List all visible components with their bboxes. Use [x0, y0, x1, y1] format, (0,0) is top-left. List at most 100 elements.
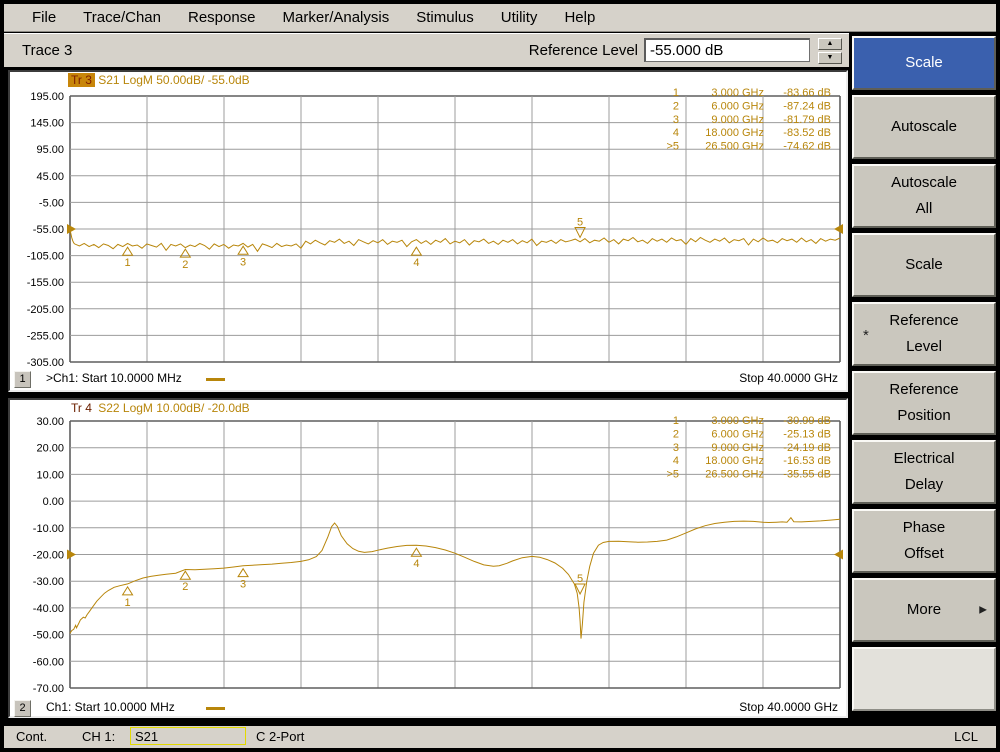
- softkey-autoscale[interactable]: Autoscale: [852, 95, 996, 159]
- marker-readout-number: 3: [673, 442, 679, 454]
- softkey-label: Reference Position: [889, 380, 959, 424]
- spinner-down-icon[interactable]: ▼: [818, 52, 842, 64]
- menu-item-utility[interactable]: Utility: [500, 9, 538, 26]
- y-axis-label: -60.00: [33, 656, 64, 668]
- reference-level-label: Reference Level: [528, 42, 638, 59]
- menu-item-response[interactable]: Response: [187, 9, 256, 26]
- softkey-reference-position[interactable]: Reference Position: [852, 371, 996, 435]
- marker-readout-value: -74.62 dB: [783, 141, 831, 153]
- marker-number: 4: [413, 558, 419, 570]
- marker-symbol[interactable]: [121, 246, 134, 256]
- menu-item-help[interactable]: Help: [564, 9, 596, 26]
- cal-status-label: C 2-Port: [256, 729, 305, 744]
- trace-line[interactable]: [69, 516, 841, 639]
- marker-symbol[interactable]: [237, 567, 250, 578]
- marker-readout-frequency: 18.000 GHz: [705, 455, 764, 467]
- marker-readout-value: -24.19 dB: [783, 442, 831, 454]
- marker-readout-frequency: 6.000 GHz: [711, 428, 764, 440]
- y-axis-label: -205.00: [27, 304, 64, 316]
- menu-item-stimulus[interactable]: Stimulus: [416, 9, 474, 26]
- softkey-autoscale-all[interactable]: Autoscale All: [852, 164, 996, 228]
- marker-readout-frequency: 18.000 GHz: [705, 127, 764, 139]
- y-axis-label: 195.00: [30, 91, 64, 103]
- y-axis-label: 145.00: [30, 118, 64, 130]
- marker-symbol[interactable]: [179, 248, 192, 258]
- softkey-panel: Scale Autoscale Autoscale All Scale * Referen…: [852, 36, 996, 726]
- lcl-status-label: LCL: [954, 729, 978, 744]
- marker-readout-frequency: 26.500 GHz: [705, 469, 764, 481]
- softkey-phase-offset[interactable]: Phase Offset: [852, 509, 996, 573]
- plot-canvas-s21[interactable]: 195.00 145.00 95.00 45.00 -5.00 -55.00 -105.00…: [10, 72, 846, 390]
- trace-id-badge[interactable]: Tr 3: [68, 73, 95, 87]
- y-axis-label: 10.00: [36, 469, 64, 481]
- start-frequency-label: Ch1: Start 10.0000 MHz: [46, 700, 175, 714]
- trace-line[interactable]: [69, 229, 841, 253]
- marker-readout-frequency: 6.000 GHz: [711, 100, 764, 112]
- marker-readout-value: -83.66 dB: [783, 87, 831, 99]
- softkey-scale[interactable]: Scale: [852, 36, 996, 90]
- y-axis-label: -255.00: [27, 330, 64, 342]
- marker-symbol[interactable]: [237, 245, 250, 255]
- trace-format-label: S22 LogM 10.00dB/ -20.0dB: [94, 401, 250, 415]
- reference-level-input[interactable]: [644, 38, 810, 62]
- marker-readout-value: -16.53 dB: [783, 455, 831, 467]
- softkey-reference-level[interactable]: * Reference Level: [852, 302, 996, 366]
- menu-bar: File Trace/Chan Response Marker/Analysis Sti…: [4, 4, 996, 32]
- y-axis-label: 0.00: [43, 496, 64, 508]
- reference-level-spinner: ▲ ▼: [818, 38, 842, 64]
- stop-frequency-label: Stop 40.0000 GHz: [739, 371, 838, 385]
- softkey-more[interactable]: More ▶: [852, 578, 996, 642]
- marker-symbol-active[interactable]: [574, 583, 586, 596]
- marker-readout-number: 2: [673, 100, 679, 112]
- marker-number: 2: [182, 581, 188, 593]
- menu-item-marker-analysis[interactable]: Marker/Analysis: [282, 9, 390, 26]
- y-axis-label: 30.00: [36, 416, 64, 428]
- softkey-label: Electrical Delay: [893, 449, 955, 493]
- y-axis-label: -55.00: [33, 224, 64, 236]
- reference-level-arrow-left: [67, 549, 76, 560]
- y-axis-label: -305.00: [27, 357, 64, 369]
- trace-header-s22: Tr 4 S22 LogM 10.00dB/ -20.0dB: [68, 401, 250, 415]
- y-axis-label: -10.00: [33, 523, 64, 535]
- softkey-scale[interactable]: Scale: [852, 233, 996, 297]
- marker-number: 2: [182, 259, 188, 271]
- y-axis-label: 45.00: [36, 171, 64, 183]
- y-axis-label: -30.00: [33, 576, 64, 588]
- active-trace-label: Trace 3: [22, 42, 73, 59]
- softkey-label: Autoscale: [891, 117, 957, 135]
- y-axis-label: -70.00: [33, 683, 64, 695]
- reference-level-arrow-right: [834, 224, 843, 234]
- marker-readout-number: 1: [673, 87, 679, 99]
- spinner-up-icon[interactable]: ▲: [818, 38, 842, 50]
- menu-item-trace-chan[interactable]: Trace/Chan: [83, 9, 161, 26]
- marker-symbol[interactable]: [179, 570, 192, 580]
- marker-readout-frequency: 26.500 GHz: [705, 141, 764, 153]
- marker-readout-number: 1: [673, 415, 679, 427]
- channel-badge: 1: [14, 371, 31, 388]
- start-frequency-label: >Ch1: Start 10.0000 MHz: [46, 371, 182, 385]
- trace-id-badge[interactable]: Tr 4: [71, 401, 92, 415]
- marker-symbol[interactable]: [121, 585, 134, 596]
- y-axis-label: -105.00: [27, 251, 64, 263]
- marker-symbol[interactable]: [410, 547, 423, 557]
- softkey-label: Scale: [905, 53, 943, 71]
- marker-number: 4: [413, 257, 419, 269]
- marker-symbol-active[interactable]: [574, 226, 586, 239]
- softkey-electrical-delay[interactable]: Electrical Delay: [852, 440, 996, 504]
- trace-color-indicator: [206, 707, 225, 710]
- asterisk-indicator: *: [863, 326, 869, 344]
- marker-readout-value: -35.55 dB: [783, 469, 831, 481]
- plot-canvas-s22[interactable]: 30.00 20.00 10.00 0.00 -10.00 -20.00 -30.00 -40…: [10, 400, 846, 716]
- softkey-blank[interactable]: [852, 647, 996, 711]
- marker-symbol[interactable]: [410, 246, 423, 256]
- entry-toolbar: Trace 3 Reference Level ▲ ▼: [4, 33, 849, 67]
- channel-badge: 2: [14, 700, 31, 717]
- marker-readout-number: >5: [666, 141, 679, 153]
- marker-readout-number: 4: [673, 455, 679, 467]
- menu-item-file[interactable]: File: [32, 9, 57, 26]
- reference-level-arrow-left: [67, 224, 76, 234]
- y-axis-label: -155.00: [27, 277, 64, 289]
- marker-number: 1: [125, 257, 131, 269]
- marker-readout-value: -81.79 dB: [783, 114, 831, 126]
